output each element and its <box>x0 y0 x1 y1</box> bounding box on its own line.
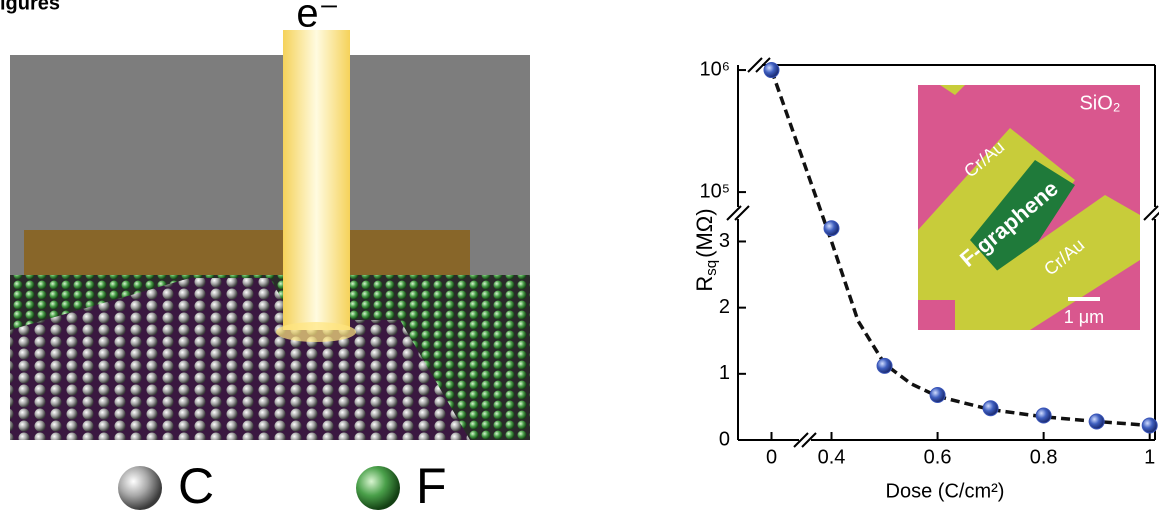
y-tick-label: 0 <box>719 428 730 450</box>
y-axis-label-part: (MΩ) <box>692 208 717 257</box>
y-axis-label: Rsq (MΩ) <box>692 208 720 291</box>
x-tick-label: 0.6 <box>924 446 952 468</box>
data-point <box>824 221 839 236</box>
data-point <box>983 401 998 416</box>
heading: igures <box>0 0 60 14</box>
x-tick-label: 0 <box>766 446 777 468</box>
y-axis-label-part: sq <box>703 260 720 276</box>
inset-label: SiO₂ <box>1079 92 1120 114</box>
y-axis-label-part: R <box>692 276 717 292</box>
x-tick-label: 1 <box>1144 446 1155 468</box>
x-tick-label: 0.8 <box>1030 446 1058 468</box>
x-tick-label: 0.4 <box>818 446 846 468</box>
figure: igures e⁻ C F 0 0.4 0.6 0.8 1 0 1 2 3 10⁵ 10⁶ Dose … <box>0 0 1159 515</box>
legend-label: F <box>416 458 447 514</box>
illustration <box>10 55 530 440</box>
legend-swatch <box>356 466 400 510</box>
beam-spot <box>276 322 356 342</box>
y-tick-label: 10⁵ <box>699 180 730 202</box>
data-point <box>1089 414 1104 429</box>
legend-swatch <box>118 466 162 510</box>
beam-label: e⁻ <box>296 0 339 36</box>
y-tick-label: 3 <box>719 230 730 252</box>
data-point <box>877 358 892 373</box>
data-point <box>1036 408 1051 423</box>
data-point <box>1142 418 1157 433</box>
chart: 0 0.4 0.6 0.8 1 0 1 2 3 10⁵ 10⁶ Dose (C/cm²) Rsq (MΩ)… <box>692 58 1159 502</box>
axis-break <box>735 206 749 220</box>
y-tick-label: 2 <box>719 296 730 318</box>
axis-break <box>1144 206 1158 220</box>
electron-beam <box>283 55 350 330</box>
data-point <box>930 388 945 403</box>
data-point <box>764 63 779 78</box>
x-axis-label: Dose (C/cm²) <box>886 480 1005 502</box>
axis-break <box>748 58 762 72</box>
y-tick-label: 10⁶ <box>700 58 730 80</box>
y-tick-label: 1 <box>719 362 730 384</box>
slab <box>24 230 470 278</box>
inset-label: 1 μm <box>1064 307 1104 327</box>
axis-break <box>727 206 741 220</box>
legend-label: C <box>178 458 214 514</box>
